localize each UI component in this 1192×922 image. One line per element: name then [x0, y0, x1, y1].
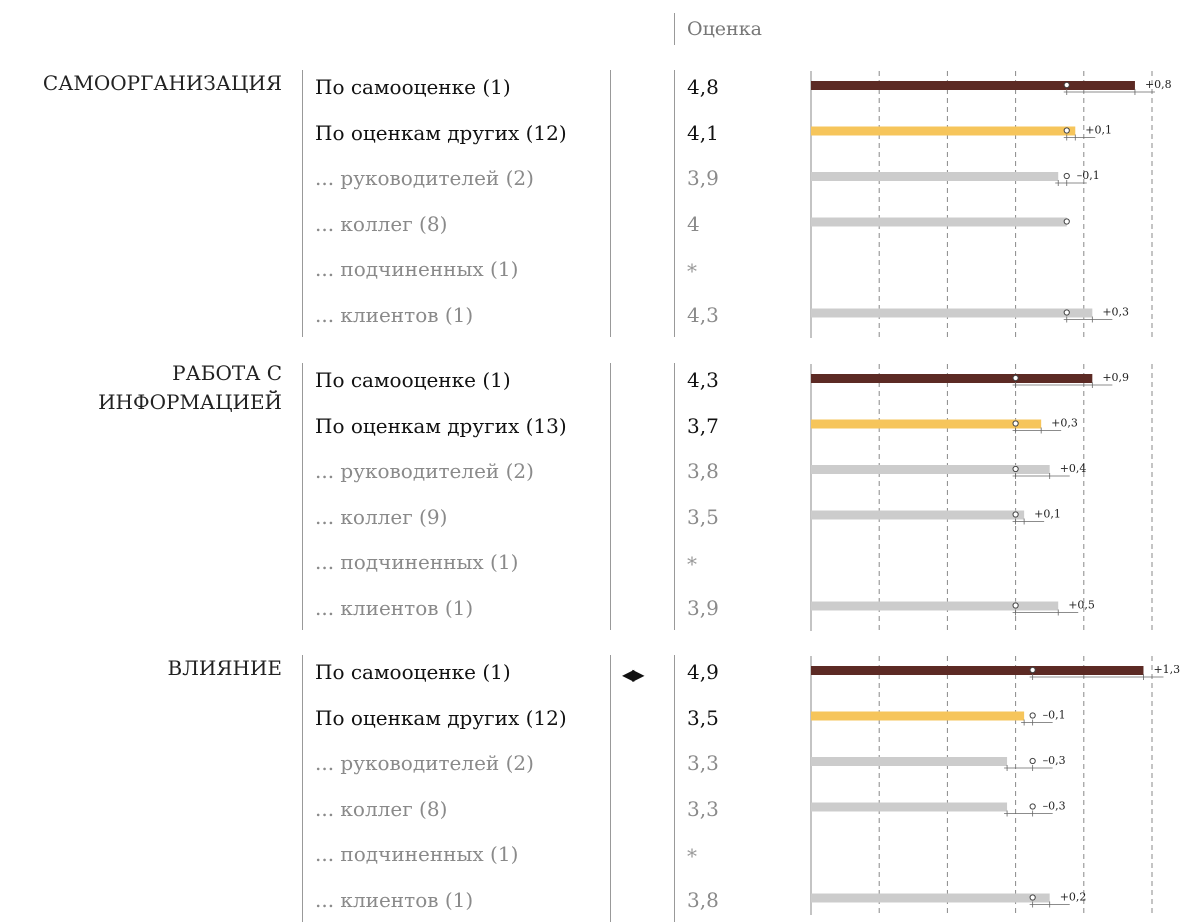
row-label-colleagues: ... коллег (8) [315, 211, 448, 236]
difference-label: +0,4 [1060, 462, 1087, 475]
bar-colleagues [811, 217, 1067, 227]
row-score-others: 3,7 [687, 413, 719, 438]
row-label-supervisors: ... руководителей (2) [315, 751, 534, 775]
row-label-self: По самооценке (1) [315, 75, 511, 99]
benchmark-dot [1063, 218, 1070, 225]
bar-clients [811, 308, 1093, 318]
row-score-self: 4,8 [687, 75, 719, 99]
benchmark-dot [1029, 757, 1036, 765]
row-label-colleagues: ... коллег (8) [315, 796, 448, 821]
benchmark-dot [1029, 894, 1036, 901]
bar-others [811, 126, 1076, 136]
row-label-others: По оценкам других (12) [315, 705, 567, 730]
group-title: САМООРГАНИЗАЦИЯ [42, 71, 282, 95]
row-label-subordinates: ... подчиненных (1) [315, 550, 519, 574]
difference-label: +0,3 [1051, 417, 1078, 430]
row-score-clients: 3,8 [687, 887, 719, 912]
row-label-self: По самооценке (1) [315, 660, 511, 684]
expand-collapse-icon[interactable]: ◀▶ [622, 665, 645, 684]
bar-others [811, 711, 1025, 721]
bar-self [811, 81, 1135, 90]
row-label-others: По оценкам других (13) [315, 413, 567, 438]
benchmark-dot [1029, 712, 1036, 719]
difference-label: +0,1 [1085, 124, 1112, 137]
row-label-colleagues: ... коллег (9) [315, 504, 448, 529]
row-label-supervisors: ... руководителей (2) [315, 459, 534, 483]
row-score-subordinates: * [687, 259, 697, 283]
row-score-self: 4,9 [687, 660, 719, 684]
difference-label: –0,3 [1043, 800, 1066, 813]
benchmark-dot [1063, 172, 1070, 180]
row-score-subordinates: * [687, 552, 697, 576]
bar-supervisors [811, 465, 1050, 474]
row-score-colleagues: 3,3 [687, 796, 719, 821]
benchmark-dot [1012, 511, 1019, 518]
column-divider [302, 70, 303, 337]
difference-label: –0,3 [1043, 754, 1066, 767]
benchmark-dot [1012, 420, 1019, 427]
difference-label: +1,3 [1153, 663, 1180, 676]
column-divider [610, 70, 611, 337]
benchmark-dot [1063, 127, 1070, 134]
column-title: Оценка [687, 18, 762, 40]
difference-label: +0,2 [1060, 891, 1087, 904]
row-score-self: 4,3 [687, 368, 719, 392]
difference-label: +0,9 [1102, 371, 1129, 384]
difference-label: +0,1 [1034, 508, 1061, 521]
benchmark-dot [1063, 309, 1070, 316]
row-score-others: 3,5 [687, 705, 719, 730]
difference-label: +0,8 [1145, 78, 1172, 91]
bar-colleagues [811, 802, 1008, 812]
bar-clients [811, 893, 1050, 903]
row-score-supervisors: 3,8 [687, 459, 719, 483]
row-label-subordinates: ... подчиненных (1) [315, 257, 519, 281]
row-score-others: 4,1 [687, 120, 719, 145]
column-divider [674, 655, 675, 922]
difference-label: +0,5 [1068, 599, 1095, 612]
column-divider [610, 655, 611, 922]
row-score-supervisors: 3,3 [687, 751, 719, 775]
row-label-clients: ... клиентов (1) [315, 595, 474, 620]
row-score-subordinates: * [687, 844, 697, 868]
benchmark-dot [1012, 465, 1019, 473]
header-divider [674, 13, 675, 45]
row-label-subordinates: ... подчиненных (1) [315, 842, 519, 866]
row-label-others: По оценкам других (12) [315, 120, 567, 145]
benchmark-dot [1012, 602, 1019, 609]
bar-supervisors [811, 172, 1059, 181]
row-score-colleagues: 4 [687, 211, 700, 236]
row-score-supervisors: 3,9 [687, 166, 719, 190]
row-score-colleagues: 3,5 [687, 504, 719, 529]
difference-label: –0,1 [1043, 709, 1066, 722]
row-label-supervisors: ... руководителей (2) [315, 166, 534, 190]
bar-self [811, 666, 1144, 675]
row-label-self: По самооценке (1) [315, 368, 511, 392]
benchmark-dot [1063, 81, 1070, 89]
row-score-clients: 4,3 [687, 302, 719, 327]
column-divider [610, 363, 611, 630]
benchmark-dot [1029, 666, 1036, 674]
benchmark-dot [1029, 803, 1036, 810]
column-divider [302, 363, 303, 630]
group-title: РАБОТА С ИНФОРМАЦИЕЙ [98, 361, 282, 414]
difference-label: –0,1 [1077, 169, 1100, 182]
column-divider [674, 70, 675, 337]
bar-self [811, 374, 1093, 383]
difference-label: +0,3 [1102, 306, 1129, 319]
column-divider [302, 655, 303, 922]
column-divider [674, 363, 675, 630]
bar-others [811, 419, 1042, 429]
benchmark-dot [1012, 374, 1019, 382]
bar-supervisors [811, 757, 1008, 766]
row-label-clients: ... клиентов (1) [315, 887, 474, 912]
row-score-clients: 3,9 [687, 595, 719, 620]
bar-colleagues [811, 510, 1025, 520]
row-label-clients: ... клиентов (1) [315, 302, 474, 327]
group-title: ВЛИЯНИЕ [167, 656, 282, 680]
bar-clients [811, 601, 1059, 611]
